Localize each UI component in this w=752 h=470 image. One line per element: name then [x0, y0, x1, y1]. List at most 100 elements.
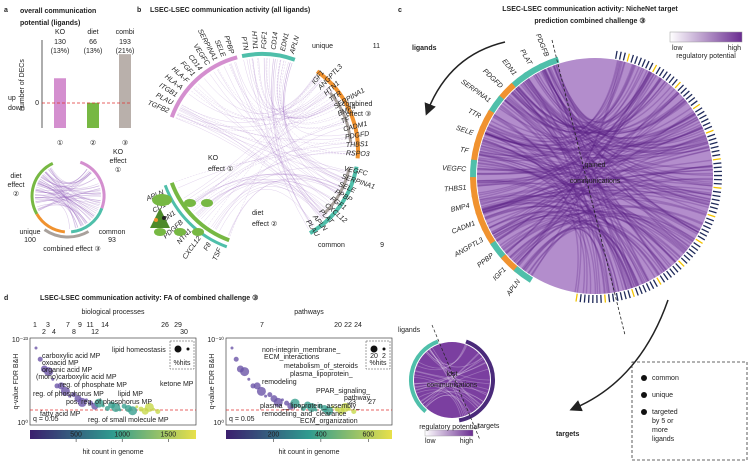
effect-label: effect	[8, 182, 25, 189]
cell-icon	[174, 228, 186, 236]
plot-frame	[29, 337, 197, 426]
chord	[521, 82, 696, 140]
term-dot	[135, 405, 139, 409]
chord	[252, 58, 309, 230]
chord	[487, 60, 619, 142]
chord	[414, 370, 489, 391]
term-dot	[37, 356, 43, 362]
chord	[488, 124, 709, 157]
colorbar-tick-label: 1000	[114, 431, 130, 438]
chord	[498, 107, 702, 148]
term-dot	[104, 405, 110, 411]
chord	[183, 74, 316, 199]
term-label: lipid homeostasis	[112, 347, 166, 354]
legend-label: high	[728, 45, 741, 52]
chord	[251, 58, 319, 110]
term-dot	[290, 398, 300, 408]
cell-icon	[192, 228, 204, 236]
ligand-label: TF	[340, 116, 351, 126]
chord	[477, 161, 687, 252]
chord	[180, 107, 354, 141]
target-tick	[611, 293, 615, 302]
term-dot	[307, 402, 317, 412]
chord	[554, 64, 704, 143]
colorbar	[669, 31, 743, 43]
chord	[523, 226, 630, 290]
chord	[547, 67, 688, 133]
chord	[516, 190, 712, 265]
chord	[478, 158, 628, 290]
chord	[235, 61, 332, 115]
term-dot	[84, 398, 88, 402]
effect-label: effect ①	[208, 165, 233, 173]
chord	[49, 168, 100, 207]
chord	[268, 58, 350, 181]
legend-title: regulatory potential	[419, 424, 479, 431]
chord	[429, 348, 466, 416]
term-label: oxoacid MP	[42, 360, 79, 367]
chord	[542, 69, 711, 201]
chord	[482, 139, 646, 284]
chord	[515, 88, 666, 272]
center-label: lost	[447, 371, 458, 378]
chord	[38, 172, 92, 211]
chord	[504, 99, 695, 242]
panel-label: a	[4, 7, 8, 14]
target-tick	[713, 162, 722, 165]
panel-title: LSEC-LSEC communication activity: NicheN…	[502, 6, 678, 13]
divider	[551, 39, 626, 336]
term-dot	[152, 407, 156, 411]
target-tick	[693, 242, 701, 248]
bar	[87, 102, 99, 128]
chord	[36, 185, 100, 192]
chord	[189, 174, 344, 207]
chord	[555, 64, 688, 251]
chord	[549, 66, 705, 146]
chord	[527, 78, 713, 169]
chord	[531, 69, 648, 277]
chord	[35, 189, 83, 227]
chord	[477, 113, 696, 171]
chord	[513, 89, 635, 288]
chord	[38, 179, 77, 229]
chord	[424, 353, 480, 407]
chord	[279, 60, 350, 130]
chord	[484, 165, 713, 219]
target-tick	[630, 54, 635, 63]
chord	[479, 169, 713, 201]
term-dot	[94, 398, 104, 408]
target-tick	[622, 52, 626, 61]
group-label: common	[99, 229, 126, 236]
chord	[38, 188, 101, 211]
chord	[218, 68, 330, 115]
target-tick	[686, 251, 694, 258]
target-tick	[671, 78, 678, 86]
chord	[482, 138, 631, 289]
ligand-label: PDGFD	[481, 68, 504, 90]
group-label: unique	[19, 229, 40, 236]
target-tick	[702, 121, 711, 127]
chord	[496, 217, 586, 294]
chord	[38, 181, 82, 227]
chart-title: potential (ligands)	[20, 20, 80, 27]
chord	[482, 149, 711, 213]
chord	[488, 118, 699, 229]
term-label: pathway	[344, 395, 371, 402]
chord	[481, 178, 713, 211]
chord	[481, 185, 713, 210]
chord	[502, 219, 639, 287]
term-dot	[155, 409, 161, 415]
target-tick	[701, 228, 710, 234]
chord	[533, 74, 713, 187]
chord	[505, 220, 640, 286]
chord	[42, 175, 86, 225]
rank-label: 2	[42, 329, 46, 336]
chord	[45, 171, 97, 214]
target-tick	[713, 186, 722, 189]
chord	[493, 113, 588, 294]
chord	[215, 125, 351, 230]
chord	[425, 394, 469, 415]
chord	[546, 67, 628, 290]
target-tick	[618, 51, 622, 60]
target-tick	[583, 294, 586, 303]
